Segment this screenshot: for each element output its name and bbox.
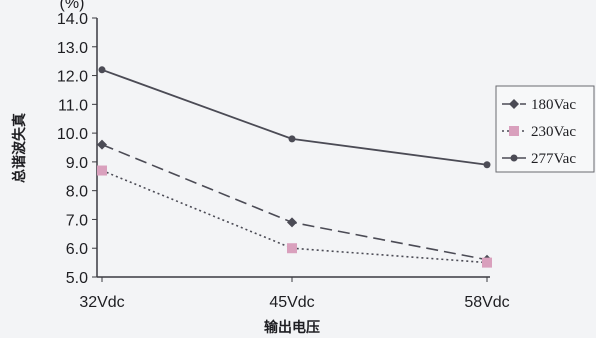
- series-230Vac: [97, 165, 492, 268]
- x-tick-label: 45Vdc: [269, 294, 314, 311]
- y-tick-label: 8.0: [66, 184, 88, 201]
- axes: [96, 18, 490, 278]
- y-tick-label: 9.0: [66, 155, 88, 172]
- y-tick-label: 14.0: [57, 11, 88, 28]
- data-point-marker: [287, 243, 297, 254]
- legend-marker: [510, 154, 518, 162]
- legend: 180Vac 230Vac 277Vac: [495, 85, 595, 173]
- data-point-marker: [97, 139, 107, 150]
- legend-marker: [509, 99, 519, 109]
- legend-label: 230Vac: [531, 124, 576, 140]
- data-point-marker: [98, 66, 106, 74]
- y-tick-label: 6.0: [66, 241, 88, 258]
- y-tick-label: 13.0: [57, 40, 88, 57]
- data-point-marker: [482, 257, 492, 268]
- x-tick-label: 58Vdc: [464, 294, 509, 311]
- y-tick-labels: 5.0 6.0 7.0 8.0 9.0 10.0 11.0 12.0 13.0 14.0: [57, 11, 97, 287]
- y-tick-label: 12.0: [57, 69, 88, 86]
- legend-entry: 180Vac: [502, 97, 576, 113]
- legend-entry: 277Vac: [502, 151, 576, 167]
- y-axis-unit: (%): [60, 0, 85, 12]
- data-point-marker: [483, 161, 491, 169]
- legend-label: 180Vac: [531, 97, 576, 113]
- data-point-marker: [97, 165, 107, 176]
- series-layer: [97, 66, 492, 268]
- data-point-marker: [288, 135, 296, 143]
- legend-label: 277Vac: [531, 151, 576, 167]
- legend-marker: [509, 126, 519, 136]
- y-tick-label: 10.0: [57, 126, 88, 143]
- series-277Vac: [98, 66, 491, 169]
- y-axis-title: 总谐波失真: [11, 113, 28, 183]
- series-line: [101, 143, 488, 261]
- y-tick-label: 11.0: [58, 97, 88, 114]
- legend-entry: 230Vac: [502, 124, 576, 140]
- y-tick-label: 7.0: [66, 212, 88, 229]
- x-tick-label: 32Vdc: [79, 294, 124, 311]
- data-point-marker: [287, 217, 297, 228]
- y-tick-label: 5.0: [66, 270, 88, 287]
- x-tick-labels: 32Vdc 45Vdc 58Vdc: [79, 277, 510, 311]
- x-axis-title: 输出电压: [264, 319, 320, 336]
- series-line: [101, 68, 488, 166]
